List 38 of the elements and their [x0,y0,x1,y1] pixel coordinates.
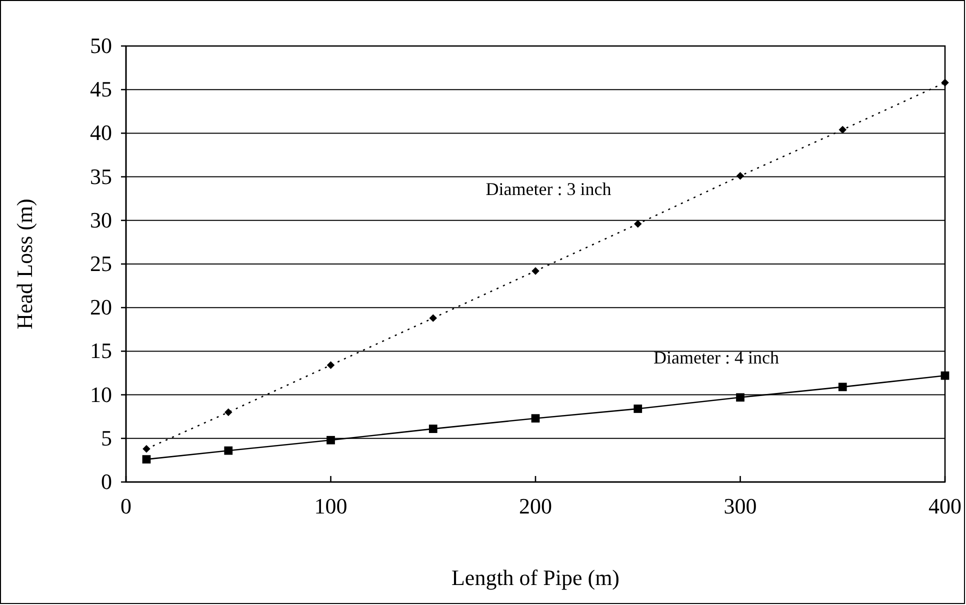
y-tick-label: 5 [101,425,112,450]
x-tick-label: 300 [724,494,757,519]
y-tick-label: 0 [101,469,112,494]
point [634,404,642,413]
point [736,393,744,402]
point [532,267,540,275]
point [736,172,744,180]
series-label: Diameter : 4 inch [654,347,779,368]
point [326,361,335,370]
y-axis-title: Head Loss (m) [12,198,37,330]
y-tick-label: 30 [90,207,112,232]
y-tick-label: 35 [90,164,112,189]
point [940,371,950,380]
point [142,444,150,453]
point [429,314,437,322]
point [634,220,642,228]
y-tick-label: 40 [90,120,112,146]
y-tick-label: 50 [90,33,112,58]
point [224,408,232,416]
x-axis-title: Length of Pipe (m) [451,565,620,590]
point [142,455,151,464]
point [326,436,335,444]
point [838,382,847,392]
point [941,78,949,86]
point [224,446,233,455]
point [838,126,846,134]
series-label: Diameter : 3 inch [486,178,612,199]
y-tick-label: 15 [90,338,112,364]
point [531,414,540,423]
x-tick-label: 100 [314,494,348,519]
x-tick-label: 0 [120,494,132,519]
y-tick-label: 45 [90,76,112,102]
x-tick-label: 400 [928,494,962,519]
x-tick-label: 200 [519,494,552,519]
y-tick-label: 25 [90,251,112,276]
y-tick-label: 10 [90,382,112,407]
y-tick-label: 20 [90,294,112,320]
point [428,424,438,433]
